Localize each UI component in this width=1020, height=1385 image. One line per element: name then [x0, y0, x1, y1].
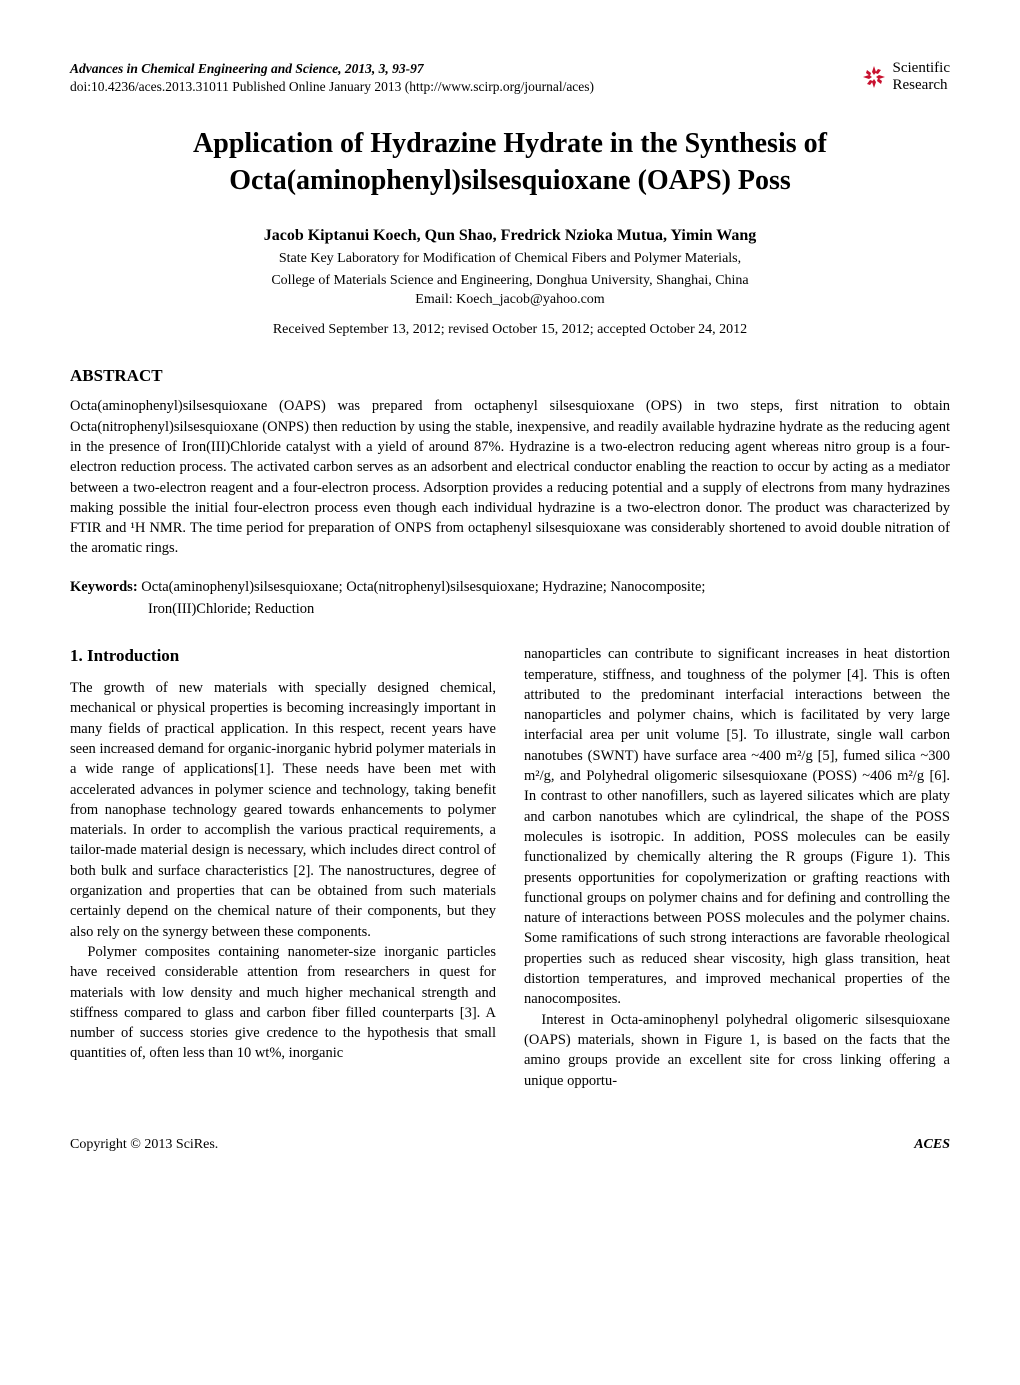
keywords-label: Keywords: [70, 579, 138, 595]
keywords-line-1: Octa(aminophenyl)silsesquioxane; Octa(ni… [141, 579, 705, 595]
journal-info: Advances in Chemical Engineering and Sci… [70, 60, 594, 96]
intro-paragraph-4: Interest in Octa-aminophenyl polyhedral … [524, 1010, 950, 1091]
publisher-name-bottom: Research [893, 77, 948, 93]
keywords-block: Keywords: Octa(aminophenyl)silsesquioxan… [70, 577, 950, 621]
journal-title-line: Advances in Chemical Engineering and Sci… [70, 61, 424, 76]
affiliation-line-2: College of Materials Science and Enginee… [70, 271, 950, 291]
title-line-1: Application of Hydrazine Hydrate in the … [193, 128, 827, 159]
author-list: Jacob Kiptanui Koech, Qun Shao, Fredrick… [70, 227, 950, 245]
abstract-body: Octa(aminophenyl)silsesquioxane (OAPS) w… [70, 396, 950, 558]
abstract-heading: ABSTRACT [70, 366, 950, 386]
page-footer: Copyright © 2013 SciRes. ACES [70, 1137, 950, 1153]
intro-paragraph-3: nanoparticles can contribute to signific… [524, 644, 950, 1009]
left-column: 1. Introduction The growth of new materi… [70, 644, 496, 1091]
page-header: Advances in Chemical Engineering and Sci… [70, 60, 950, 96]
introduction-heading: 1. Introduction [70, 644, 496, 668]
keywords-line-2: Iron(III)Chloride; Reduction [148, 601, 314, 617]
body-columns: 1. Introduction The growth of new materi… [70, 644, 950, 1091]
publisher-name-top: Scientific [893, 60, 950, 76]
intro-paragraph-2: Polymer composites containing nanometer-… [70, 942, 496, 1064]
scirp-icon [861, 64, 887, 90]
right-column: nanoparticles can contribute to signific… [524, 644, 950, 1091]
publisher-name: Scientific Research [893, 60, 950, 94]
article-title: Application of Hydrazine Hydrate in the … [70, 126, 950, 199]
copyright-text: Copyright © 2013 SciRes. [70, 1137, 218, 1153]
journal-abbrev: ACES [914, 1137, 950, 1153]
affiliation-line-1: State Key Laboratory for Modification of… [70, 249, 950, 269]
doi-line: doi:10.4236/aces.2013.31011 Published On… [70, 79, 594, 94]
publisher-logo: Scientific Research [861, 60, 950, 94]
author-email: Email: Koech_jacob@yahoo.com [70, 292, 950, 308]
title-line-2: Octa(aminophenyl)silsesquioxane (OAPS) P… [229, 165, 791, 196]
intro-paragraph-1: The growth of new materials with special… [70, 678, 496, 942]
article-dates: Received September 13, 2012; revised Oct… [70, 322, 950, 338]
